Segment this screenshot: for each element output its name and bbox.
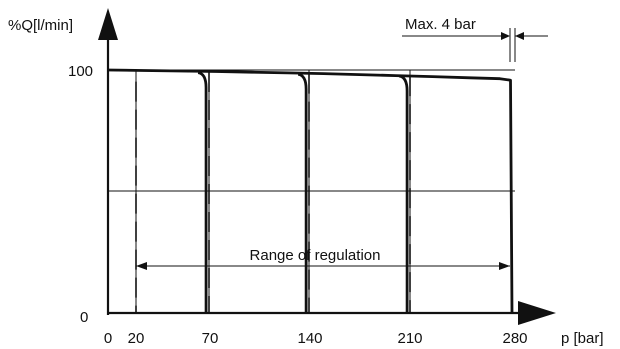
x-tick-140: 140 — [297, 330, 322, 347]
y-axis-label: %Q[l/min] — [8, 17, 73, 34]
setting-lines — [135, 71, 411, 313]
max-annotation: Max. 4 bar — [402, 16, 548, 62]
x-tick-280: 280 — [502, 330, 527, 347]
x-tick-70: 70 — [202, 330, 219, 347]
max-4-bar-label: Max. 4 bar — [405, 16, 476, 33]
grid — [108, 69, 515, 313]
range-of-regulation-label: Range of regulation — [250, 247, 381, 264]
range-annotation: Range of regulation — [136, 247, 510, 270]
range-arrow-right — [499, 262, 510, 270]
cutoff-lines — [197, 71, 409, 313]
max-arrow-right-head — [515, 32, 524, 40]
axes — [98, 8, 556, 325]
cutoff-line-208 — [398, 74, 409, 313]
max-arrow-left-head — [501, 32, 510, 40]
y-axis-arrowhead — [98, 8, 118, 40]
cutoff-line-138 — [297, 72, 308, 313]
range-arrow-left — [136, 262, 147, 270]
x-tick-20: 20 — [128, 330, 145, 347]
y-tick-100: 100 — [68, 63, 93, 80]
x-axis-label: p [bar] — [561, 330, 604, 347]
y-tick-0: 0 — [80, 309, 88, 326]
cutoff-line-68 — [197, 71, 208, 313]
x-tick-210: 210 — [397, 330, 422, 347]
x-tick-0: 0 — [104, 330, 112, 347]
x-axis-arrowhead — [518, 301, 556, 325]
flow-curve — [107, 68, 514, 314]
